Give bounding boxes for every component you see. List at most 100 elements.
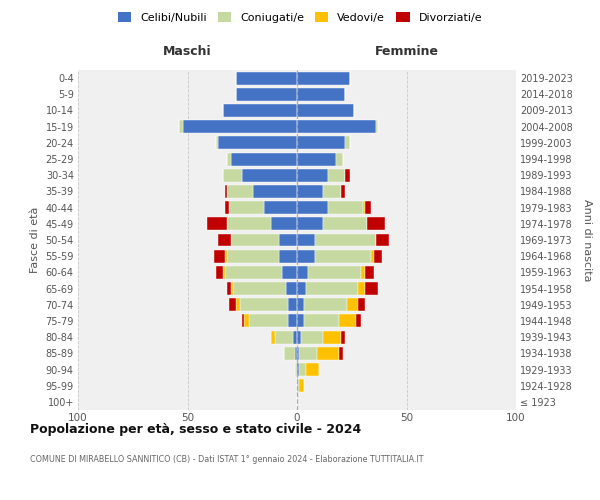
Bar bbox=[345, 169, 350, 181]
Bar bbox=[299, 363, 306, 376]
Bar bbox=[227, 218, 271, 230]
Bar bbox=[229, 298, 236, 311]
Bar bbox=[288, 314, 297, 328]
Bar bbox=[299, 379, 304, 392]
Bar bbox=[363, 201, 365, 214]
Bar bbox=[225, 185, 227, 198]
Bar bbox=[306, 363, 319, 376]
Bar bbox=[341, 185, 345, 198]
Bar bbox=[323, 218, 367, 230]
Bar bbox=[297, 314, 304, 328]
Bar bbox=[297, 88, 345, 101]
Bar bbox=[223, 169, 242, 181]
Bar bbox=[358, 282, 365, 295]
Bar bbox=[297, 136, 345, 149]
Bar bbox=[314, 234, 376, 246]
Bar bbox=[229, 201, 264, 214]
Bar bbox=[240, 298, 288, 311]
Bar bbox=[271, 330, 275, 344]
Bar bbox=[223, 104, 297, 117]
Bar bbox=[358, 298, 365, 311]
Bar bbox=[233, 282, 286, 295]
Bar bbox=[323, 330, 341, 344]
Bar bbox=[264, 201, 297, 214]
Bar bbox=[242, 169, 297, 181]
Bar bbox=[347, 298, 358, 311]
Bar bbox=[345, 136, 350, 149]
Bar bbox=[297, 120, 376, 133]
Bar bbox=[304, 298, 347, 311]
Bar bbox=[338, 314, 356, 328]
Text: COMUNE DI MIRABELLO SANNITICO (CB) - Dati ISTAT 1° gennaio 2024 - Elaborazione T: COMUNE DI MIRABELLO SANNITICO (CB) - Dat… bbox=[30, 455, 424, 464]
Bar bbox=[225, 250, 227, 262]
Bar bbox=[280, 250, 297, 262]
Bar bbox=[236, 72, 297, 85]
Bar bbox=[371, 250, 374, 262]
Bar bbox=[242, 314, 244, 328]
Bar bbox=[253, 185, 297, 198]
Bar bbox=[232, 282, 233, 295]
Bar bbox=[295, 347, 297, 360]
Bar bbox=[297, 363, 299, 376]
Bar bbox=[317, 347, 338, 360]
Bar bbox=[376, 234, 389, 246]
Bar bbox=[301, 330, 323, 344]
Bar bbox=[232, 152, 297, 166]
Bar bbox=[314, 250, 371, 262]
Bar bbox=[297, 169, 328, 181]
Bar bbox=[297, 250, 314, 262]
Bar bbox=[367, 218, 385, 230]
Bar bbox=[304, 314, 338, 328]
Text: Popolazione per età, sesso e stato civile - 2024: Popolazione per età, sesso e stato civil… bbox=[30, 422, 361, 436]
Bar bbox=[214, 250, 225, 262]
Bar bbox=[297, 282, 306, 295]
Bar bbox=[227, 185, 253, 198]
Bar bbox=[227, 152, 232, 166]
Bar bbox=[297, 201, 328, 214]
Bar bbox=[236, 88, 297, 101]
Bar bbox=[356, 314, 361, 328]
Bar bbox=[341, 330, 345, 344]
Bar bbox=[288, 298, 297, 311]
Bar bbox=[297, 72, 350, 85]
Bar bbox=[295, 363, 297, 376]
Bar bbox=[297, 185, 323, 198]
Legend: Celibi/Nubili, Coniugati/e, Vedovi/e, Divorziati/e: Celibi/Nubili, Coniugati/e, Vedovi/e, Di… bbox=[113, 8, 487, 28]
Bar bbox=[271, 218, 297, 230]
Bar bbox=[249, 314, 288, 328]
Bar bbox=[216, 266, 223, 279]
Bar bbox=[338, 347, 343, 360]
Bar bbox=[281, 266, 297, 279]
Bar bbox=[225, 266, 281, 279]
Bar bbox=[275, 330, 293, 344]
Bar bbox=[365, 266, 374, 279]
Bar bbox=[284, 347, 295, 360]
Y-axis label: Fasce di età: Fasce di età bbox=[30, 207, 40, 273]
Bar bbox=[293, 330, 297, 344]
Bar bbox=[299, 347, 317, 360]
Bar bbox=[323, 185, 341, 198]
Bar bbox=[280, 234, 297, 246]
Bar bbox=[337, 152, 343, 166]
Bar bbox=[297, 266, 308, 279]
Bar bbox=[308, 266, 361, 279]
Bar bbox=[183, 120, 297, 133]
Bar bbox=[236, 298, 240, 311]
Bar bbox=[207, 218, 227, 230]
Bar bbox=[328, 169, 345, 181]
Bar bbox=[297, 104, 354, 117]
Bar bbox=[216, 136, 218, 149]
Bar bbox=[365, 201, 371, 214]
Bar bbox=[297, 347, 299, 360]
Bar bbox=[232, 234, 280, 246]
Bar bbox=[297, 234, 314, 246]
Bar bbox=[297, 218, 323, 230]
Y-axis label: Anni di nascita: Anni di nascita bbox=[583, 198, 592, 281]
Bar bbox=[223, 266, 225, 279]
Bar bbox=[218, 234, 232, 246]
Bar bbox=[244, 314, 249, 328]
Bar bbox=[306, 282, 358, 295]
Bar bbox=[376, 120, 378, 133]
Bar bbox=[225, 201, 229, 214]
Text: Femmine: Femmine bbox=[374, 45, 439, 58]
